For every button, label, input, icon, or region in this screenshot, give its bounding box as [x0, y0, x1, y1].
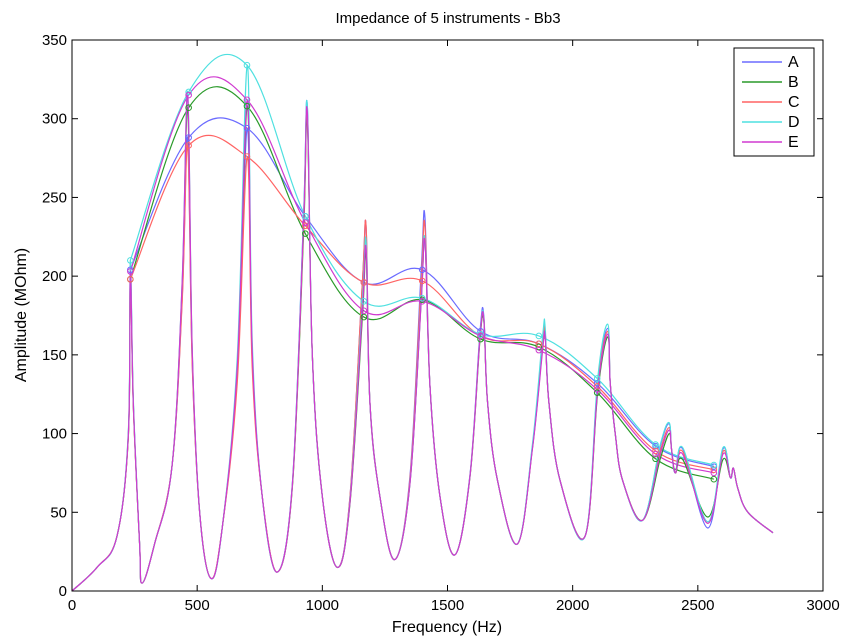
peak-marker-e [710, 469, 718, 477]
peak-marker-a [593, 379, 601, 387]
x-axis: 0 500 1000 1500 2000 2500 3000 [68, 40, 840, 614]
peak-marker-c [652, 447, 659, 455]
y-tick-label: 300 [42, 111, 67, 128]
peak-marker-d [302, 213, 309, 220]
peak-marker-c [535, 340, 543, 348]
peak-marker-b [185, 104, 192, 111]
peak-marker-b [477, 335, 484, 343]
plot-frame [71, 39, 824, 592]
peak-markers [127, 61, 718, 483]
peak-marker-e [418, 298, 426, 305]
x-tick-label: 1500 [431, 597, 464, 614]
impedance-curve-a [71, 99, 774, 592]
envelope-lines [129, 53, 715, 480]
peak-marker-e [477, 332, 484, 340]
y-tick-label: 100 [42, 426, 67, 443]
impedance-curves [71, 64, 774, 592]
peak-marker-e [652, 450, 659, 458]
peak-marker-d [535, 332, 543, 340]
envelope-line-c [129, 134, 715, 471]
peak-marker-e [243, 96, 251, 104]
peak-marker-c [360, 279, 368, 286]
impedance-curve-e [71, 94, 774, 592]
peak-marker-b [593, 389, 601, 396]
peak-marker-e [185, 91, 192, 99]
legend-label-e: E [788, 134, 799, 151]
legend-label-c: C [788, 94, 800, 111]
legend-label-b: B [788, 74, 799, 91]
impedance-curve-b [71, 105, 774, 592]
peak-marker-a [418, 266, 426, 274]
y-tick-label: 200 [42, 268, 67, 285]
legend-label-d: D [788, 114, 800, 131]
peak-marker-c [593, 383, 601, 390]
y-tick-label: 150 [42, 347, 67, 364]
envelope-line-e [129, 76, 715, 474]
legend-label-a: A [788, 54, 799, 71]
x-tick-label: 0 [68, 597, 76, 614]
x-axis-label: Frequency (Hz) [392, 619, 502, 636]
peak-marker-d [185, 88, 192, 96]
envelope-line-a [129, 117, 715, 468]
x-tick-label: 1000 [306, 597, 339, 614]
envelope-line-d [129, 53, 715, 466]
y-tick-label: 250 [42, 189, 67, 206]
peak-marker-e [593, 386, 601, 393]
peak-marker-d [127, 257, 134, 264]
peak-marker-b [710, 475, 718, 483]
peak-marker-d [652, 441, 659, 448]
peak-marker-d [593, 375, 601, 382]
x-tick-label: 2000 [556, 597, 589, 614]
peak-marker-b [243, 102, 251, 110]
peak-marker-e [360, 307, 368, 315]
y-axis-label: Amplitude (MOhm) [13, 248, 30, 382]
chart-title: Impedance of 5 instruments - Bb3 [335, 10, 560, 27]
peak-marker-c [710, 466, 718, 474]
peak-marker-b [535, 343, 543, 351]
peak-marker-b [652, 455, 659, 463]
peak-marker-c [243, 153, 251, 160]
peak-marker-c [418, 277, 426, 285]
y-tick-label: 50 [50, 504, 67, 521]
peak-marker-e [302, 219, 309, 226]
peak-marker-c [185, 142, 192, 149]
peak-marker-e [127, 268, 134, 275]
peak-marker-b [360, 313, 368, 321]
peak-marker-e [535, 346, 543, 354]
peak-marker-a [477, 327, 484, 335]
x-tick-label: 500 [185, 597, 210, 614]
x-tick-label: 3000 [806, 597, 839, 614]
peak-marker-d [243, 61, 251, 69]
y-axis: 0 50 100 150 200 250 300 350 [42, 32, 823, 600]
y-tick-label: 0 [59, 583, 67, 600]
peak-marker-b [302, 230, 309, 237]
peak-marker-d [360, 298, 368, 305]
peak-marker-c [302, 222, 309, 230]
x-tick-label: 2500 [681, 597, 714, 614]
impedance-curve-c [71, 109, 774, 592]
peak-marker-d [418, 294, 426, 302]
impedance-curve-d [71, 64, 774, 592]
peak-marker-c [127, 275, 134, 283]
peak-marker-d [710, 461, 718, 469]
y-tick-label: 350 [42, 32, 67, 49]
peak-marker-a [243, 124, 251, 132]
peak-marker-a [185, 134, 192, 141]
envelope-line-b [129, 86, 715, 480]
